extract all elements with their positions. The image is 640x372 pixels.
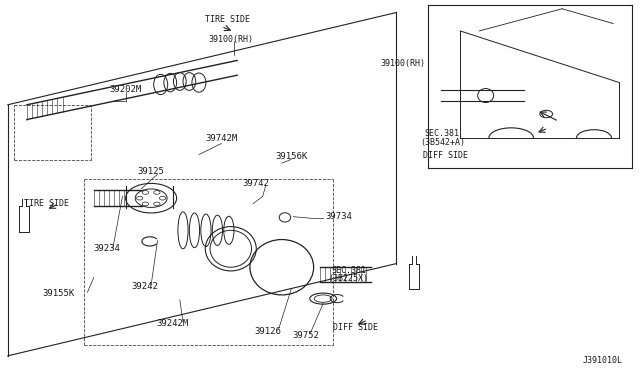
- Text: 39234: 39234: [93, 244, 120, 253]
- Text: 39742: 39742: [243, 179, 269, 187]
- Text: 39156K: 39156K: [275, 152, 307, 161]
- Text: TIRE SIDE: TIRE SIDE: [24, 199, 69, 208]
- Text: J391010L: J391010L: [582, 356, 623, 365]
- Text: SEC.381: SEC.381: [425, 129, 460, 138]
- Text: (3B225X): (3B225X): [329, 274, 369, 283]
- Text: 39242: 39242: [131, 282, 158, 291]
- Text: 39155K: 39155K: [43, 289, 75, 298]
- Text: 39100(RH): 39100(RH): [381, 59, 426, 68]
- Text: TIRE SIDE: TIRE SIDE: [205, 15, 250, 24]
- Text: 39734: 39734: [325, 212, 352, 221]
- Text: 39752: 39752: [292, 331, 319, 340]
- Text: 39125: 39125: [138, 167, 164, 176]
- Text: 39202M: 39202M: [109, 85, 142, 94]
- Text: 39126: 39126: [254, 327, 281, 336]
- Text: 39742M: 39742M: [205, 134, 237, 143]
- Text: DIFF SIDE: DIFF SIDE: [423, 151, 468, 160]
- Text: 39242M: 39242M: [156, 319, 188, 328]
- Text: SEC.381: SEC.381: [331, 266, 366, 275]
- Text: 39100(RH): 39100(RH): [208, 35, 253, 44]
- Text: (3B542+A): (3B542+A): [420, 138, 465, 147]
- Text: DIFF SIDE: DIFF SIDE: [333, 323, 378, 331]
